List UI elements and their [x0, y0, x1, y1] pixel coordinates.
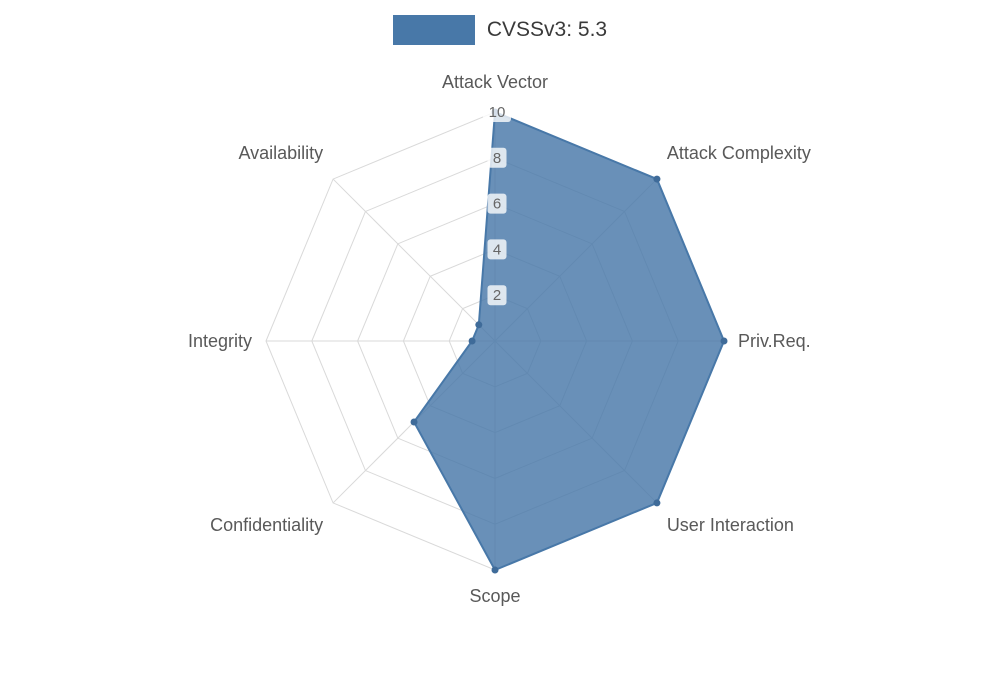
data-point	[468, 337, 476, 345]
data-point	[653, 175, 661, 183]
tick-bg	[487, 193, 507, 214]
tick-bg	[483, 102, 511, 122]
tick-label: 10	[489, 104, 506, 121]
data-point	[491, 566, 499, 574]
tick-label: 8	[493, 150, 501, 167]
axis-label-priv-req-: Priv.Req.	[738, 331, 811, 351]
axis-label-availability: Availability	[238, 143, 323, 163]
axis-label-scope: Scope	[469, 586, 520, 606]
tick-label: 6	[493, 196, 501, 213]
axis-label-user-interaction: User Interaction	[667, 515, 794, 535]
legend: CVSSv3: 5.3	[0, 15, 1000, 45]
tick-bg	[487, 285, 507, 306]
tick-label: 2	[493, 287, 501, 304]
axis-label-attack-complexity: Attack Complexity	[667, 143, 811, 163]
data-point	[653, 499, 661, 507]
tick-label: 4	[493, 241, 501, 258]
data-point	[475, 321, 483, 329]
grid-spoke	[332, 178, 496, 342]
axis-label-integrity: Integrity	[188, 331, 252, 351]
legend-swatch	[392, 15, 475, 45]
data-point	[410, 418, 418, 426]
axis-label-attack-vector: Attack Vector	[442, 72, 548, 92]
tick-bg	[487, 147, 507, 168]
legend-label: CVSSv3: 5.3	[486, 18, 608, 41]
data-point	[720, 337, 728, 345]
legend-item-cvss[interactable]: CVSSv3: 5.3	[392, 15, 608, 45]
tick-bg	[487, 239, 507, 260]
axis-label-confidentiality: Confidentiality	[210, 515, 323, 535]
